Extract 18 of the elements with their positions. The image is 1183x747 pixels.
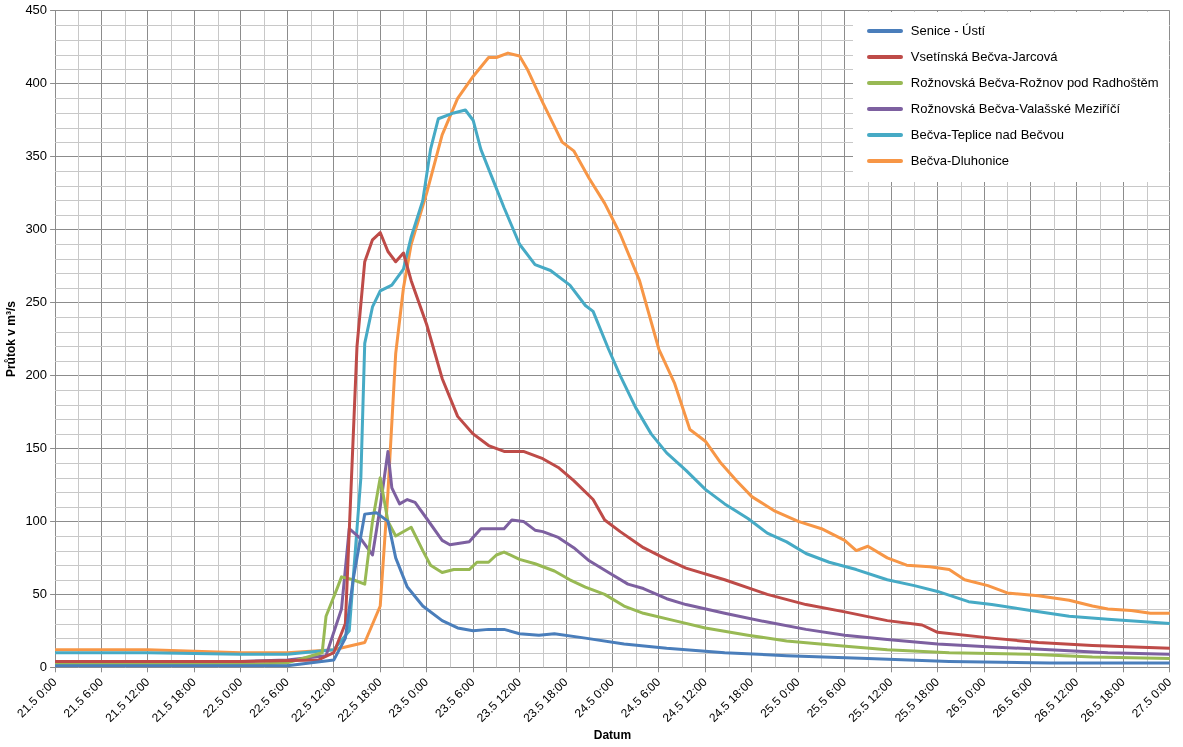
legend-label: Rožnovská Bečva-Rožnov pod Radhoštěm <box>910 75 1159 91</box>
y-tick-label: 50 <box>32 585 48 601</box>
y-tick-label: 350 <box>25 148 48 164</box>
legend-label: Vsetínská Bečva-Jarcová <box>910 49 1058 65</box>
y-tick-label: 150 <box>25 440 48 456</box>
y-tick-label: 200 <box>25 367 48 383</box>
legend-label: Rožnovská Bečva-Valašské Meziříčí <box>910 101 1121 117</box>
legend-label: Senice - Ústí <box>910 23 986 39</box>
x-axis-title: Datum <box>593 728 632 743</box>
y-tick-label: 300 <box>25 221 48 237</box>
y-tick-label: 100 <box>25 513 48 528</box>
y-axis-title: Průtok v m³/s <box>3 300 18 378</box>
y-tick-label: 250 <box>25 294 48 310</box>
y-tick-label: 400 <box>25 75 48 91</box>
y-tick-label: 450 <box>25 2 48 18</box>
y-tick-label: 0 <box>39 658 48 674</box>
legend-label: Bečva-Dluhonice <box>910 153 1010 169</box>
legend-label: Bečva-Teplice nad Bečvou <box>910 127 1065 143</box>
